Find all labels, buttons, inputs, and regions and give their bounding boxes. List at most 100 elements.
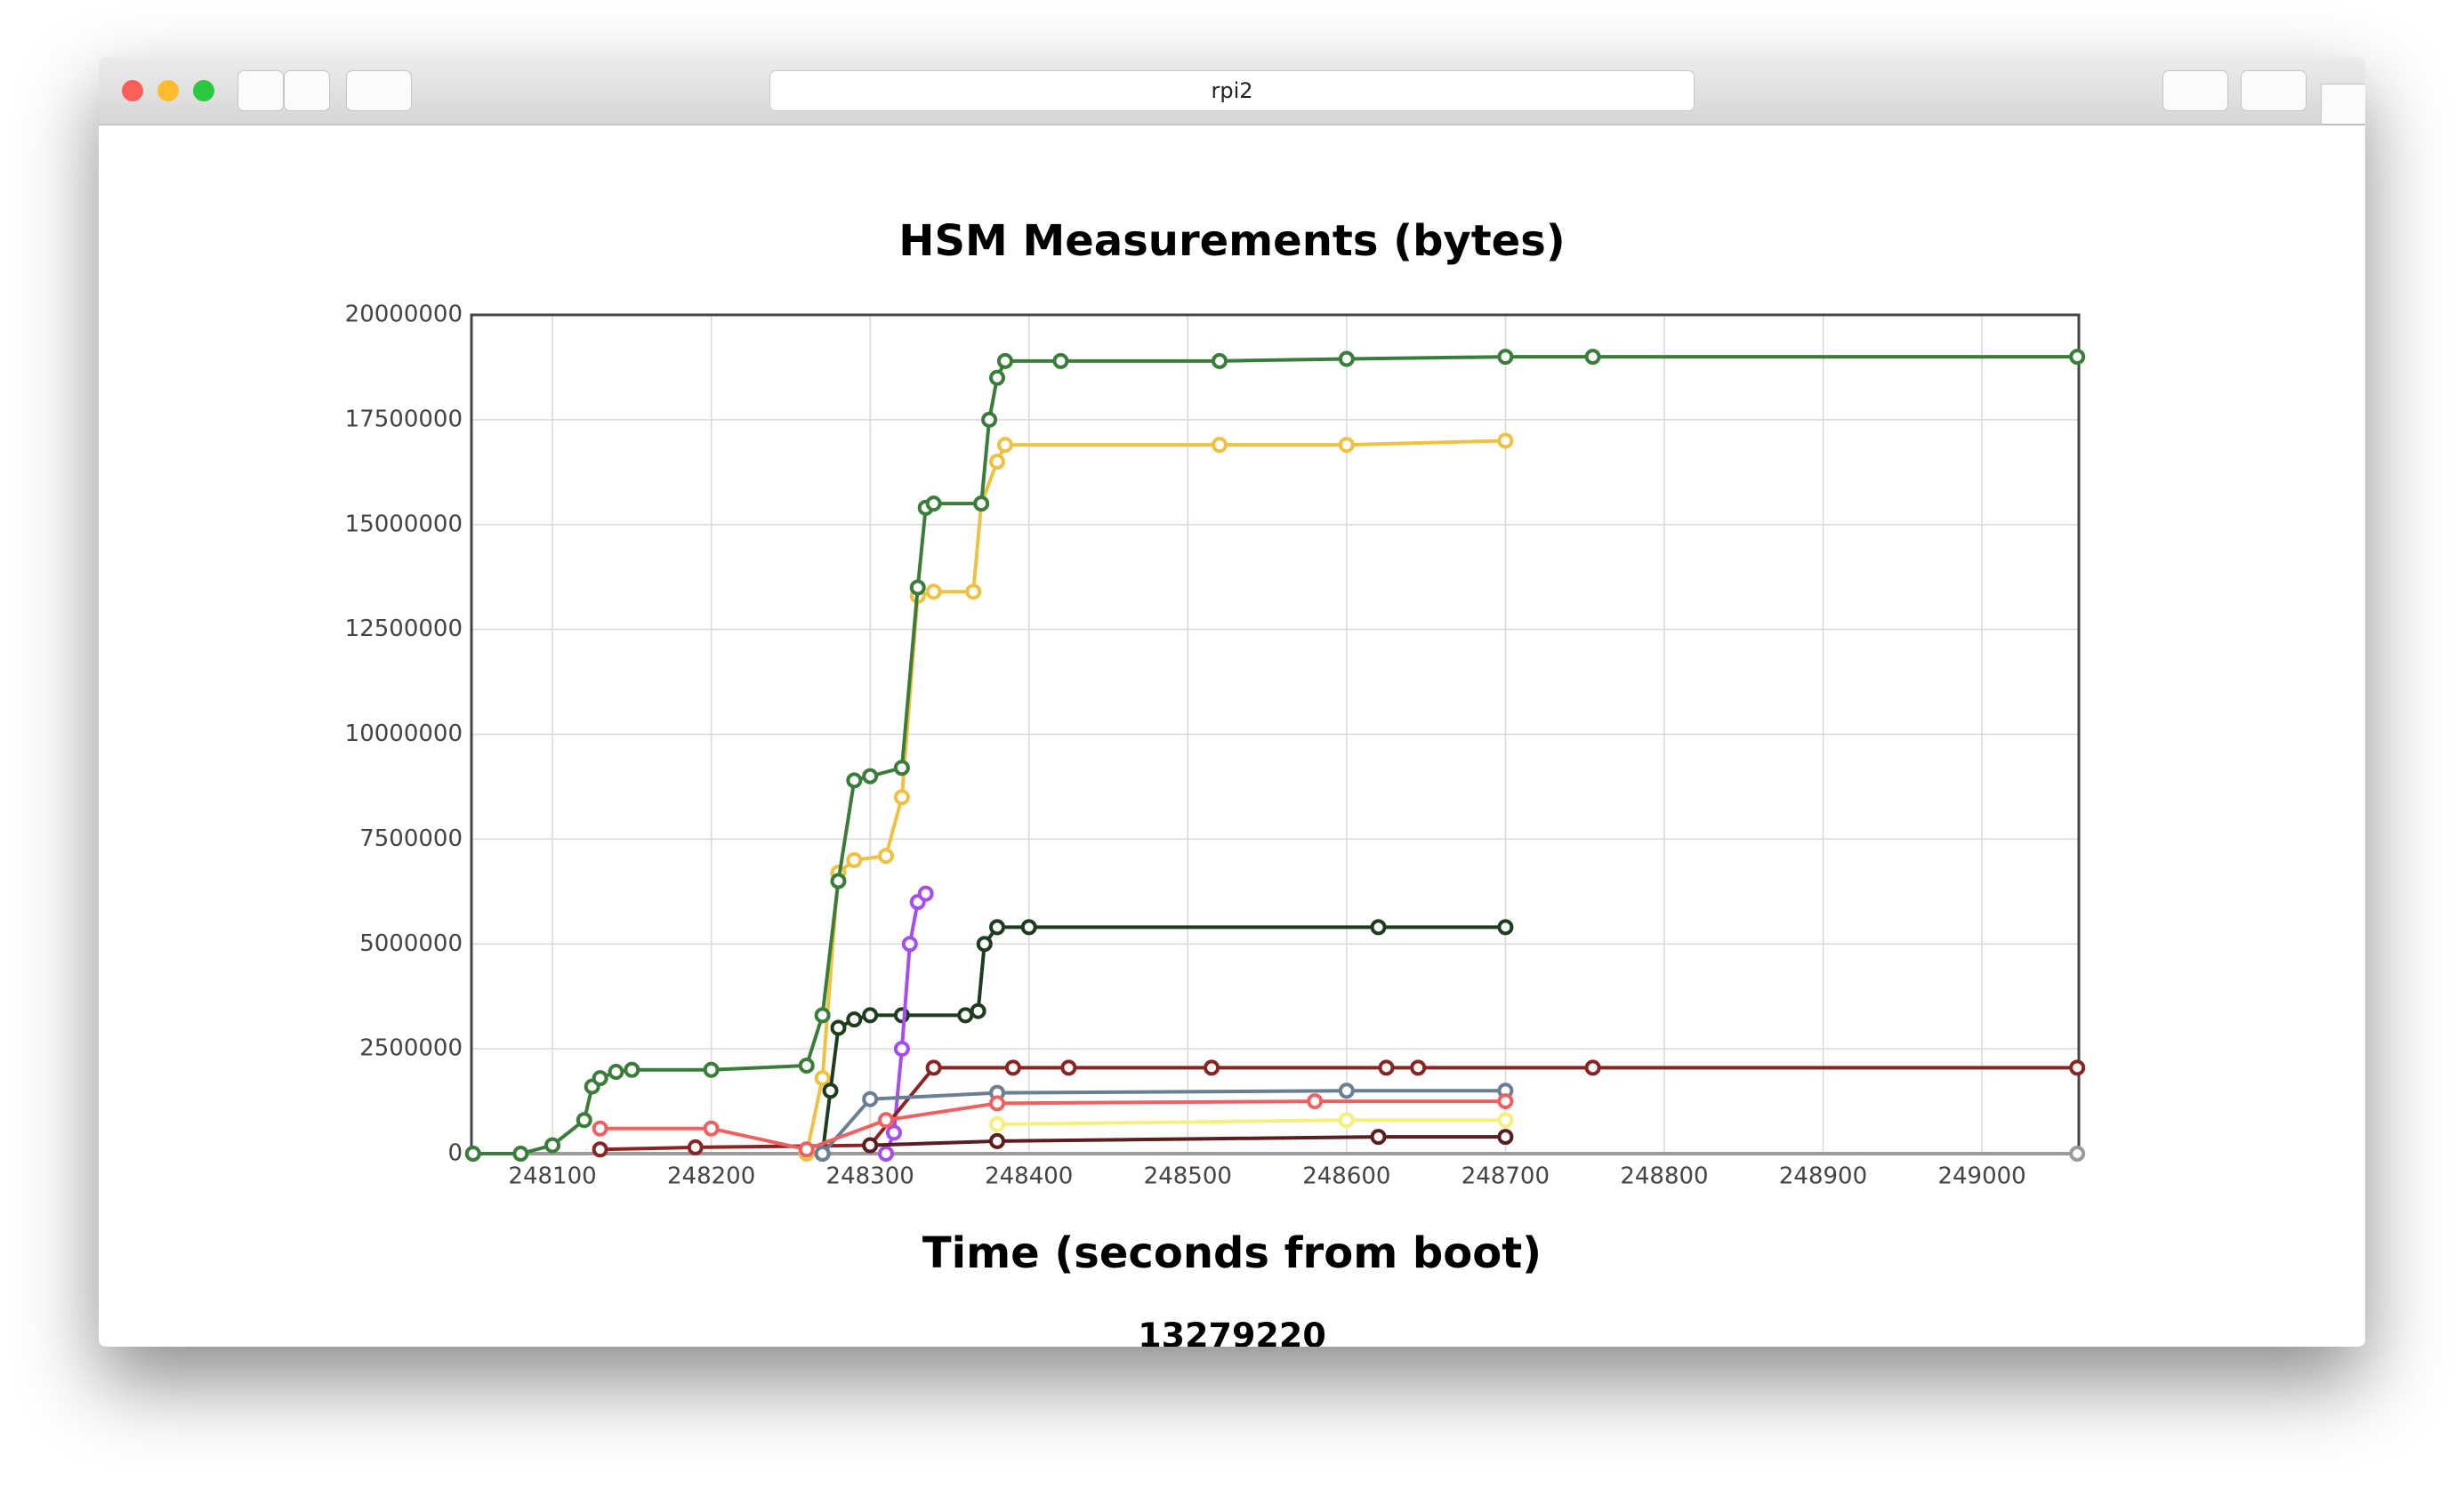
data-point [1410,1059,1427,1076]
address-bar[interactable]: rpi2 [769,70,1695,111]
data-point [989,454,1006,471]
data-point [1497,1093,1514,1110]
back-button[interactable] [238,70,284,111]
tab-title: rpi2 [1211,78,1253,103]
data-point [893,789,910,806]
data-point [1497,1112,1514,1129]
sidebar-button[interactable] [346,70,412,111]
data-point [1370,919,1387,936]
data-point [1497,1129,1514,1146]
data-point [1370,1129,1387,1146]
data-point [862,768,879,785]
data-point [925,584,942,600]
data-point [917,885,934,902]
y-tick-label: 20000000 [345,302,463,328]
data-point [1497,919,1514,936]
data-point [846,1011,863,1028]
data-point [862,1091,879,1107]
x-tick-label: 248200 [667,1163,755,1190]
x-tick-label: 248600 [1302,1163,1390,1190]
data-point [1497,349,1514,366]
data-point [989,369,1006,386]
data-point [1338,350,1355,367]
minimize-button[interactable] [157,80,179,101]
data-point [2069,1059,2086,1076]
chart-title: HSM Measurements (bytes) [898,216,1565,266]
data-point [1307,1093,1324,1110]
share-button[interactable] [2162,70,2228,111]
data-point [878,848,895,865]
data-point [989,1132,1006,1149]
data-point [1497,432,1514,449]
data-point [893,1041,910,1058]
footer-value: 13279220 [1138,1316,1326,1348]
y-tick-label: 2500000 [359,1035,463,1062]
series-line [996,1118,1506,1126]
data-point [862,1007,879,1024]
tabs-button[interactable] [2241,70,2307,111]
data-point [822,1083,839,1099]
data-point [814,1070,831,1087]
data-point [878,1146,895,1162]
data-point [957,1007,974,1024]
data-point [981,411,998,428]
y-tick-label: 7500000 [359,825,463,852]
data-point [1584,1059,1601,1076]
data-point [1212,352,1228,369]
data-point [989,919,1006,936]
data-point [1338,437,1355,454]
data-point [996,437,1013,454]
data-point [608,1064,624,1081]
data-point [2069,349,2086,366]
data-point [901,936,918,953]
x-tick-label: 248300 [826,1163,914,1190]
data-point [970,1002,986,1019]
data-point [592,1070,608,1087]
data-point [544,1137,561,1154]
data-point [1584,349,1601,366]
data-point [925,495,942,512]
data-point [996,352,1013,369]
toolbar: rpi2 [99,57,2365,125]
data-point [830,873,847,889]
series-line [870,1135,1506,1147]
x-axis-title: Time (seconds from boot) [922,1228,1542,1278]
x-tick-label: 248100 [508,1163,596,1190]
data-point [846,851,863,868]
data-point [1338,1083,1355,1099]
data-point [862,1137,879,1154]
data-point [703,1061,720,1078]
data-point [976,936,993,953]
data-point [885,1124,902,1141]
x-tick-label: 248700 [1461,1163,1550,1190]
data-point [703,1120,720,1137]
data-point [878,1112,895,1129]
y-tick-label: 15000000 [345,511,463,537]
data-point [687,1139,704,1155]
x-tick-label: 248900 [1779,1163,1867,1190]
data-point [1052,352,1069,369]
data-point [464,1146,481,1162]
close-button[interactable] [122,80,143,101]
data-point [798,1057,815,1074]
data-point [1378,1059,1395,1076]
data-point [2069,1146,2086,1162]
data-point [1212,437,1228,454]
data-point [973,495,990,512]
series-line [804,439,1506,1155]
data-point [512,1146,529,1162]
data-point [989,1115,1006,1132]
data-point [814,1007,831,1024]
x-tick-label: 249000 [1937,1163,2025,1190]
data-point [909,579,926,596]
y-tick-label: 17500000 [345,406,463,432]
forward-button[interactable] [284,70,330,111]
chart: HSM Measurements (bytes) Time (seconds f… [345,216,2086,1348]
data-point [893,760,910,777]
new-tab-button[interactable] [2321,84,2365,125]
zoom-button[interactable] [193,80,214,101]
data-point [925,1059,942,1076]
data-point [592,1120,608,1137]
series-line [472,355,2078,1155]
